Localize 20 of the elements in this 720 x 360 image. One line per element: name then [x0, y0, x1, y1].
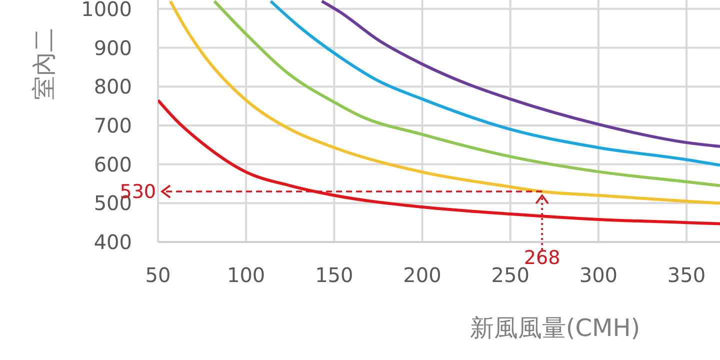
x-tick-label: 100	[226, 263, 266, 287]
x-tick-label: 250	[491, 263, 530, 287]
line-series	[158, 98, 720, 226]
x-tick-label: 50	[145, 263, 171, 287]
x-tick-label: 350	[667, 263, 706, 287]
x-axis-title: 新風風量(CMH)	[470, 314, 640, 342]
x-tick-label: 300	[579, 263, 618, 287]
x-tick-label: 200	[403, 263, 442, 287]
y-tick-label: 400	[94, 230, 132, 254]
line-series	[212, 0, 720, 188]
y-tick-label: 700	[94, 113, 132, 138]
line-series	[168, 0, 720, 205]
y-tick-label: 900	[94, 36, 132, 60]
y-tick-label: 800	[94, 74, 132, 99]
line-series	[269, 0, 720, 167]
y-tick-label: 600	[94, 152, 132, 176]
y-axis-title: 室內二	[30, 28, 58, 100]
y-tick-label: 1000	[81, 0, 132, 21]
line-series	[320, 0, 720, 148]
x-tick-label: 150	[315, 263, 354, 287]
